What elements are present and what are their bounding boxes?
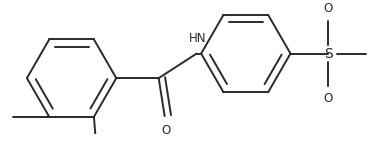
Text: O: O: [324, 92, 333, 105]
Text: S: S: [324, 47, 333, 61]
Text: O: O: [162, 124, 171, 137]
Text: HN: HN: [189, 32, 206, 45]
Text: O: O: [324, 2, 333, 15]
